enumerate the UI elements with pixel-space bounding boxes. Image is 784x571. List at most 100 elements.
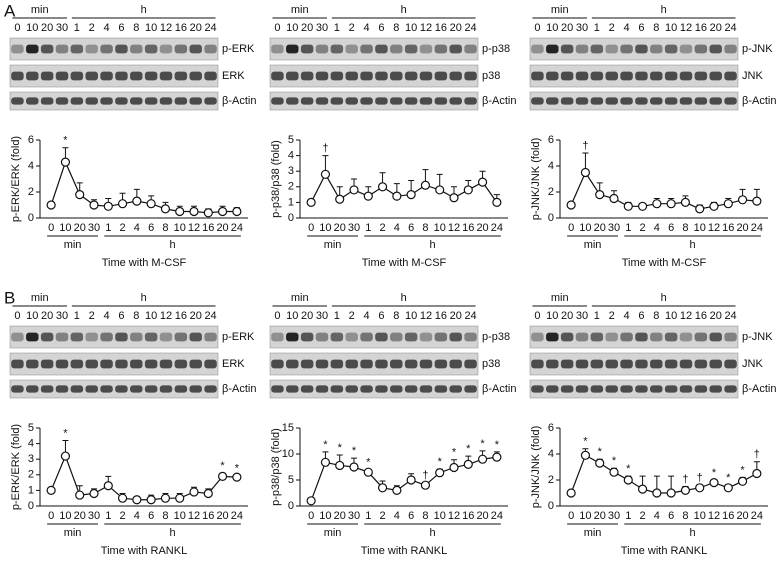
x-tick-label: 24 [751, 222, 763, 234]
blot-band [159, 44, 173, 54]
lane-label: 4 [364, 310, 370, 322]
blot-band [664, 385, 678, 393]
blot-band [300, 385, 314, 393]
blot-band [694, 71, 708, 81]
blot-band [40, 44, 54, 54]
y-tick-label: 5 [28, 422, 34, 434]
significance-marker: * [63, 427, 68, 439]
x-group-label: min [584, 527, 602, 539]
blot-strip [269, 352, 479, 376]
y-tick-label: 2 [548, 474, 554, 486]
blot-row-label: β-Actin [742, 383, 776, 395]
blot-band [679, 44, 693, 54]
blot-band [590, 97, 604, 105]
blot-band [464, 44, 477, 54]
blot-band [375, 332, 388, 342]
blot-band [360, 71, 373, 81]
lane-label: 10 [26, 310, 38, 322]
significance-marker: * [495, 439, 500, 451]
lane-label: 24 [204, 310, 216, 322]
blot-band [115, 97, 128, 105]
significance-marker: * [726, 472, 731, 484]
x-tick-label: 8 [422, 222, 428, 234]
data-point [175, 206, 185, 217]
blot-band [679, 359, 693, 369]
blot-band [144, 71, 158, 81]
data-point [89, 200, 99, 210]
lane-label: 16 [435, 22, 447, 34]
lane-label: 30 [576, 310, 588, 322]
significance-marker: † [322, 143, 328, 155]
blot-band [375, 359, 388, 369]
data-point [695, 204, 705, 214]
blot-band [286, 44, 299, 54]
lane-label: 20 [301, 22, 313, 34]
lane-label: 10 [665, 310, 677, 322]
blot-group-label: min [31, 292, 49, 304]
blot-row-label: JNK [742, 70, 763, 82]
lane-label: 10 [546, 22, 558, 34]
lane-label: 4 [364, 22, 370, 34]
x-tick-label: 0 [48, 222, 54, 234]
blot-band [434, 44, 448, 54]
blot-band [404, 359, 418, 369]
blot-band [605, 71, 618, 81]
blot-band [70, 97, 84, 105]
x-tick-label: 20 [594, 510, 606, 522]
lane-label: 6 [638, 22, 644, 34]
blot-band [330, 44, 344, 54]
series-line [50, 160, 237, 214]
blot-band [189, 44, 202, 54]
x-tick-label: 20 [594, 222, 606, 234]
blot-strip [529, 352, 739, 376]
blot-band [390, 385, 403, 393]
blot-band [724, 332, 737, 342]
blot-band [189, 332, 202, 342]
blot-strip [9, 37, 219, 61]
blot-band [449, 359, 462, 369]
blot-band [449, 71, 462, 81]
blot-band [11, 332, 24, 342]
blot-band [635, 44, 648, 54]
x-tick-label: 10 [174, 510, 186, 522]
blot-band [709, 44, 722, 54]
blot-strip [269, 37, 479, 61]
x-tick-label: 2 [380, 510, 386, 522]
blot-band [144, 97, 158, 105]
blot-band [605, 97, 618, 105]
data-point [449, 193, 459, 203]
blot-band [315, 359, 329, 369]
blot-band [345, 97, 358, 105]
x-tick-label: 16 [462, 510, 474, 522]
blot-band [345, 332, 358, 342]
blot-row-label: ERK [222, 70, 245, 82]
data-point [566, 200, 576, 210]
blot-band [159, 332, 173, 342]
blot-band [390, 97, 403, 105]
x-tick-label: 1 [105, 222, 111, 234]
blot-band [159, 71, 173, 81]
blot-band [55, 97, 69, 105]
data-point [623, 475, 633, 485]
blot-band [419, 332, 433, 342]
data-point [232, 472, 242, 482]
data-point [580, 450, 591, 460]
blot-band [300, 97, 314, 105]
blot-band [605, 385, 618, 393]
significance-marker: † [422, 470, 428, 482]
blot-band [345, 359, 358, 369]
blot-band [11, 97, 24, 105]
x-tick-label: 10 [319, 510, 331, 522]
blot-band [100, 71, 113, 81]
x-tick-label: 0 [308, 222, 314, 234]
blot-band [159, 385, 173, 393]
blot-strip [529, 379, 739, 399]
x-group-label: min [324, 239, 342, 251]
x-tick-label: 0 [308, 510, 314, 522]
blot-band [130, 359, 143, 369]
blot-band [286, 385, 299, 393]
blot-band [300, 71, 314, 81]
blot-band [360, 332, 373, 342]
blot-band [390, 44, 403, 54]
